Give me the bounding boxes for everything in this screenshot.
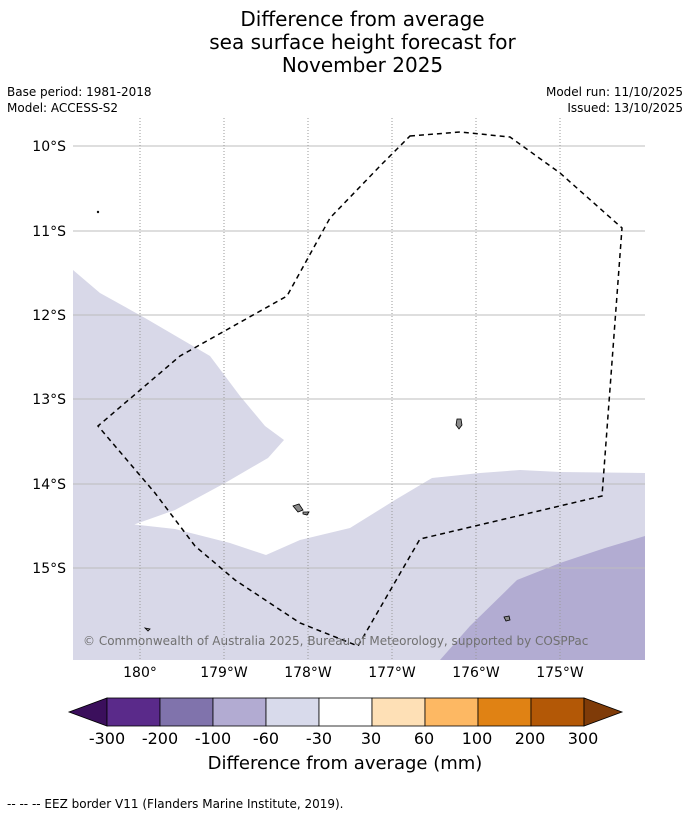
island-futuna: [292, 503, 304, 513]
longitude-labels: 180° 179°W 178°W 177°W 176°W 175°W: [123, 665, 584, 678]
eez-legend: -- -- -- EEZ border V11 (Flanders Marine…: [7, 797, 344, 811]
title-line-2: sea surface height forecast for: [209, 30, 516, 54]
colorbar-segment: [371, 697, 426, 727]
colorbar-tick: 100: [461, 729, 493, 748]
island-alofi: [302, 511, 310, 516]
map-figure: © Commonwealth of Australia 2025, Bureau…: [32, 118, 645, 678]
issued-date: Issued: 13/10/2025: [567, 101, 683, 115]
lat-label: 11°S: [32, 224, 66, 240]
colorbar-segment: [106, 697, 161, 727]
colorbar-segment: [424, 697, 479, 727]
islet-north: [96, 210, 100, 214]
model-name: Model: ACCESS-S2: [7, 101, 119, 115]
colorbar-segment: [212, 697, 267, 727]
colorbar-label: Difference from average (mm): [207, 753, 483, 774]
map-title: Difference from average sea surface heig…: [0, 8, 690, 77]
lat-label: 13°S: [32, 392, 66, 408]
colorbar-segment: [477, 697, 532, 727]
lat-label: 12°S: [32, 308, 66, 324]
colorbar-segment: [265, 697, 320, 727]
lat-label: 14°S: [32, 477, 66, 493]
lon-label: 178°W: [284, 665, 332, 678]
latitude-gridlines: [73, 145, 645, 569]
colorbar-segments: [67, 697, 624, 727]
base-period: Base period: 1981-2018: [7, 85, 152, 99]
eez-border: [96, 131, 623, 647]
colorbar: [67, 697, 624, 727]
model-run: Model run: 11/10/2025: [545, 85, 683, 99]
colorbar-segment: [530, 697, 585, 727]
meta-right: Model run: 11/10/2025 Issued: 13/10/2025: [546, 84, 683, 116]
lat-label: 10°S: [32, 139, 66, 155]
colorbar-tick: -60: [252, 729, 280, 748]
island-wallis: [455, 418, 463, 430]
latitude-labels: 10°S 11°S 12°S 13°S 14°S 15°S: [32, 139, 66, 577]
anomaly-region-southeast: [440, 536, 645, 660]
colorbar-segment: [318, 697, 373, 727]
lon-label: 176°W: [452, 665, 500, 678]
longitude-gridlines: [139, 118, 561, 660]
colorbar-tick: -200: [141, 729, 179, 748]
colorbar-extend-low: [67, 697, 108, 727]
colorbar-tick: 300: [567, 729, 599, 748]
colorbar-tick: 30: [360, 729, 382, 748]
lat-label: 15°S: [32, 561, 66, 577]
colorbar-tick: 200: [514, 729, 546, 748]
title-line-1: Difference from average: [240, 7, 485, 31]
colorbar-tick: -300: [88, 729, 126, 748]
lon-label: 177°W: [368, 665, 416, 678]
lon-label: 179°W: [200, 665, 248, 678]
lon-label: 175°W: [536, 665, 584, 678]
colorbar-segment: [159, 697, 214, 727]
lon-label: 180°: [123, 665, 157, 678]
title-line-3: November 2025: [281, 53, 444, 77]
meta-left: Base period: 1981-2018 Model: ACCESS-S2: [7, 84, 152, 116]
island-small: [143, 627, 151, 632]
island-south: [503, 615, 511, 622]
colorbar-tick: -100: [194, 729, 232, 748]
colorbar-tick: -30: [305, 729, 333, 748]
anomaly-region-west: [73, 270, 284, 526]
colorbar-extend-high: [583, 697, 624, 727]
islands: [96, 210, 511, 632]
copyright-text: © Commonwealth of Australia 2025, Bureau…: [83, 634, 588, 648]
colorbar-tick: 60: [413, 729, 435, 748]
